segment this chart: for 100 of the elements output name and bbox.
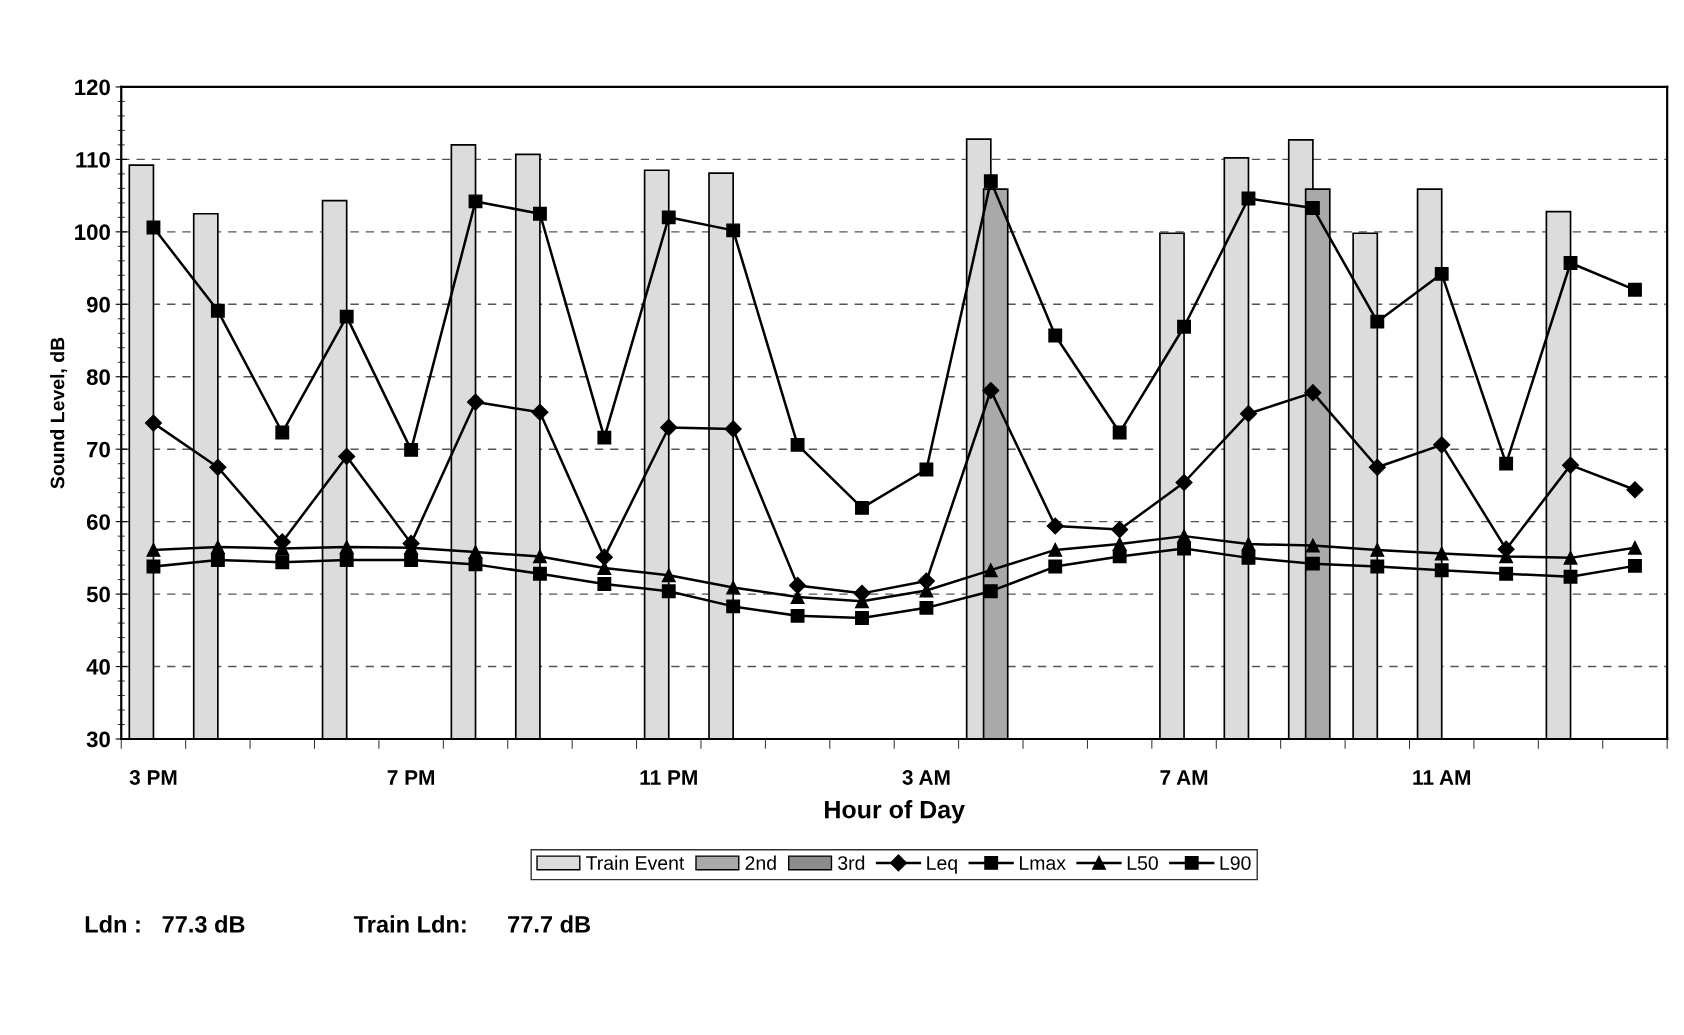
point [1628, 540, 1642, 555]
point [1305, 538, 1320, 553]
legend-label: 3rd [838, 855, 865, 870]
point [724, 420, 742, 438]
point [1112, 549, 1127, 564]
y-tick-label: 90 [86, 296, 110, 313]
text: Train Ldn: 77.7 dB [353, 915, 591, 933]
point [210, 303, 225, 318]
point [726, 580, 741, 595]
point [1175, 473, 1193, 492]
point [790, 590, 805, 604]
point [275, 425, 290, 440]
y-tick-label: 60 [86, 514, 110, 530]
y-tick-label: 120 [75, 79, 110, 96]
point [661, 568, 676, 583]
point [275, 555, 290, 570]
point [466, 393, 485, 411]
point [532, 566, 547, 581]
point [338, 447, 356, 465]
x-tick-label: 11 PM [640, 770, 697, 785]
point [597, 577, 612, 591]
point [1563, 256, 1578, 270]
point [1434, 563, 1449, 578]
point [661, 584, 676, 599]
point [983, 584, 998, 599]
point [1177, 541, 1192, 556]
point [726, 223, 741, 238]
point [210, 553, 225, 567]
x-tick-label: 7 PM [387, 770, 435, 785]
point [1626, 481, 1644, 499]
point [1370, 542, 1385, 557]
point [468, 194, 483, 209]
x-tick-label: 11 AM [1413, 770, 1471, 785]
point [339, 553, 354, 567]
point [1048, 559, 1063, 574]
point [855, 611, 869, 625]
point [1370, 314, 1385, 329]
point [339, 309, 354, 324]
point [1048, 328, 1063, 343]
point [146, 559, 161, 574]
y-axis-title: Sound Level, dB [50, 337, 68, 489]
y-tick-label: 40 [86, 659, 110, 675]
point [468, 557, 483, 572]
point [789, 576, 807, 594]
x-axis-title: Hour of Day [825, 800, 965, 824]
legend-label: Train Event [586, 855, 685, 870]
point [726, 599, 741, 614]
point [1433, 436, 1451, 454]
point [1177, 319, 1192, 334]
y-tick-label: 50 [86, 586, 110, 603]
x-tick-label: 3 PM [129, 770, 177, 785]
point [597, 430, 612, 445]
y-tick-label: 30 [86, 731, 110, 748]
legend-label: Lmax [1020, 856, 1066, 870]
point [1048, 542, 1063, 557]
text: Ldn : 77.3 dB [85, 915, 245, 933]
point [660, 418, 678, 437]
y-tick-label: 100 [75, 224, 110, 241]
point [532, 549, 547, 564]
point [983, 174, 998, 189]
y-tick-label: 80 [86, 369, 110, 386]
point [1499, 566, 1514, 581]
legend-label: 2nd [745, 855, 776, 870]
point [790, 437, 805, 452]
point [1305, 200, 1320, 215]
legend-label: Leq [927, 856, 957, 874]
point [209, 458, 227, 476]
point [1112, 425, 1127, 440]
point [595, 548, 613, 566]
point [1368, 458, 1386, 476]
point [1111, 521, 1129, 539]
point [982, 381, 1000, 400]
point [919, 600, 934, 615]
x-tick-label: 3 AM [902, 770, 950, 785]
point [144, 414, 163, 432]
point [1434, 546, 1449, 561]
point [1241, 550, 1256, 565]
point [1561, 456, 1580, 474]
point [1241, 537, 1256, 552]
point [919, 462, 934, 477]
point [532, 206, 547, 221]
point [1499, 456, 1514, 471]
y-tick-label: 70 [87, 441, 110, 458]
point [146, 542, 161, 557]
point [1628, 558, 1642, 573]
point [404, 442, 419, 457]
point [531, 403, 549, 421]
point [790, 608, 805, 623]
point [1434, 266, 1449, 281]
point [1304, 384, 1322, 402]
point [855, 500, 869, 515]
point [1370, 559, 1385, 574]
point [404, 553, 419, 567]
point [1563, 550, 1578, 565]
point [1239, 405, 1258, 423]
legend-label: L90 [1220, 856, 1251, 870]
point [661, 210, 676, 225]
point [983, 563, 998, 578]
legend-label: L50 [1127, 856, 1158, 870]
point [1563, 569, 1578, 584]
